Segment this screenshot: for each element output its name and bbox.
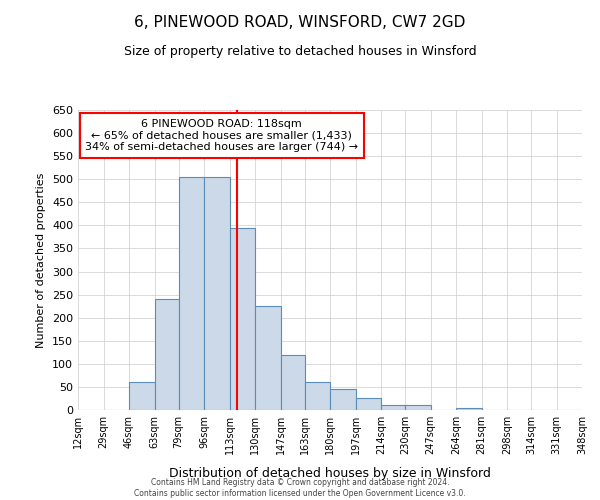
Bar [179, 177, 204, 410]
Bar [405, 406, 431, 410]
Text: Distribution of detached houses by size in Winsford: Distribution of detached houses by size … [169, 467, 491, 480]
Bar [255, 306, 281, 410]
Bar [281, 354, 305, 410]
Text: Size of property relative to detached houses in Winsford: Size of property relative to detached ho… [124, 45, 476, 58]
Text: Contains HM Land Registry data © Crown copyright and database right 2024.
Contai: Contains HM Land Registry data © Crown c… [134, 478, 466, 498]
Bar [204, 177, 229, 410]
Bar [229, 228, 255, 410]
Bar [355, 398, 381, 410]
Text: 6, PINEWOOD ROAD, WINSFORD, CW7 2GD: 6, PINEWOOD ROAD, WINSFORD, CW7 2GD [134, 15, 466, 30]
Y-axis label: Number of detached properties: Number of detached properties [37, 172, 46, 348]
Bar [330, 389, 355, 410]
Bar [456, 408, 482, 410]
Bar [129, 382, 155, 410]
Bar [155, 299, 179, 410]
Bar [381, 406, 405, 410]
Bar [305, 382, 330, 410]
Text: 6 PINEWOOD ROAD: 118sqm
← 65% of detached houses are smaller (1,433)
34% of semi: 6 PINEWOOD ROAD: 118sqm ← 65% of detache… [85, 119, 358, 152]
